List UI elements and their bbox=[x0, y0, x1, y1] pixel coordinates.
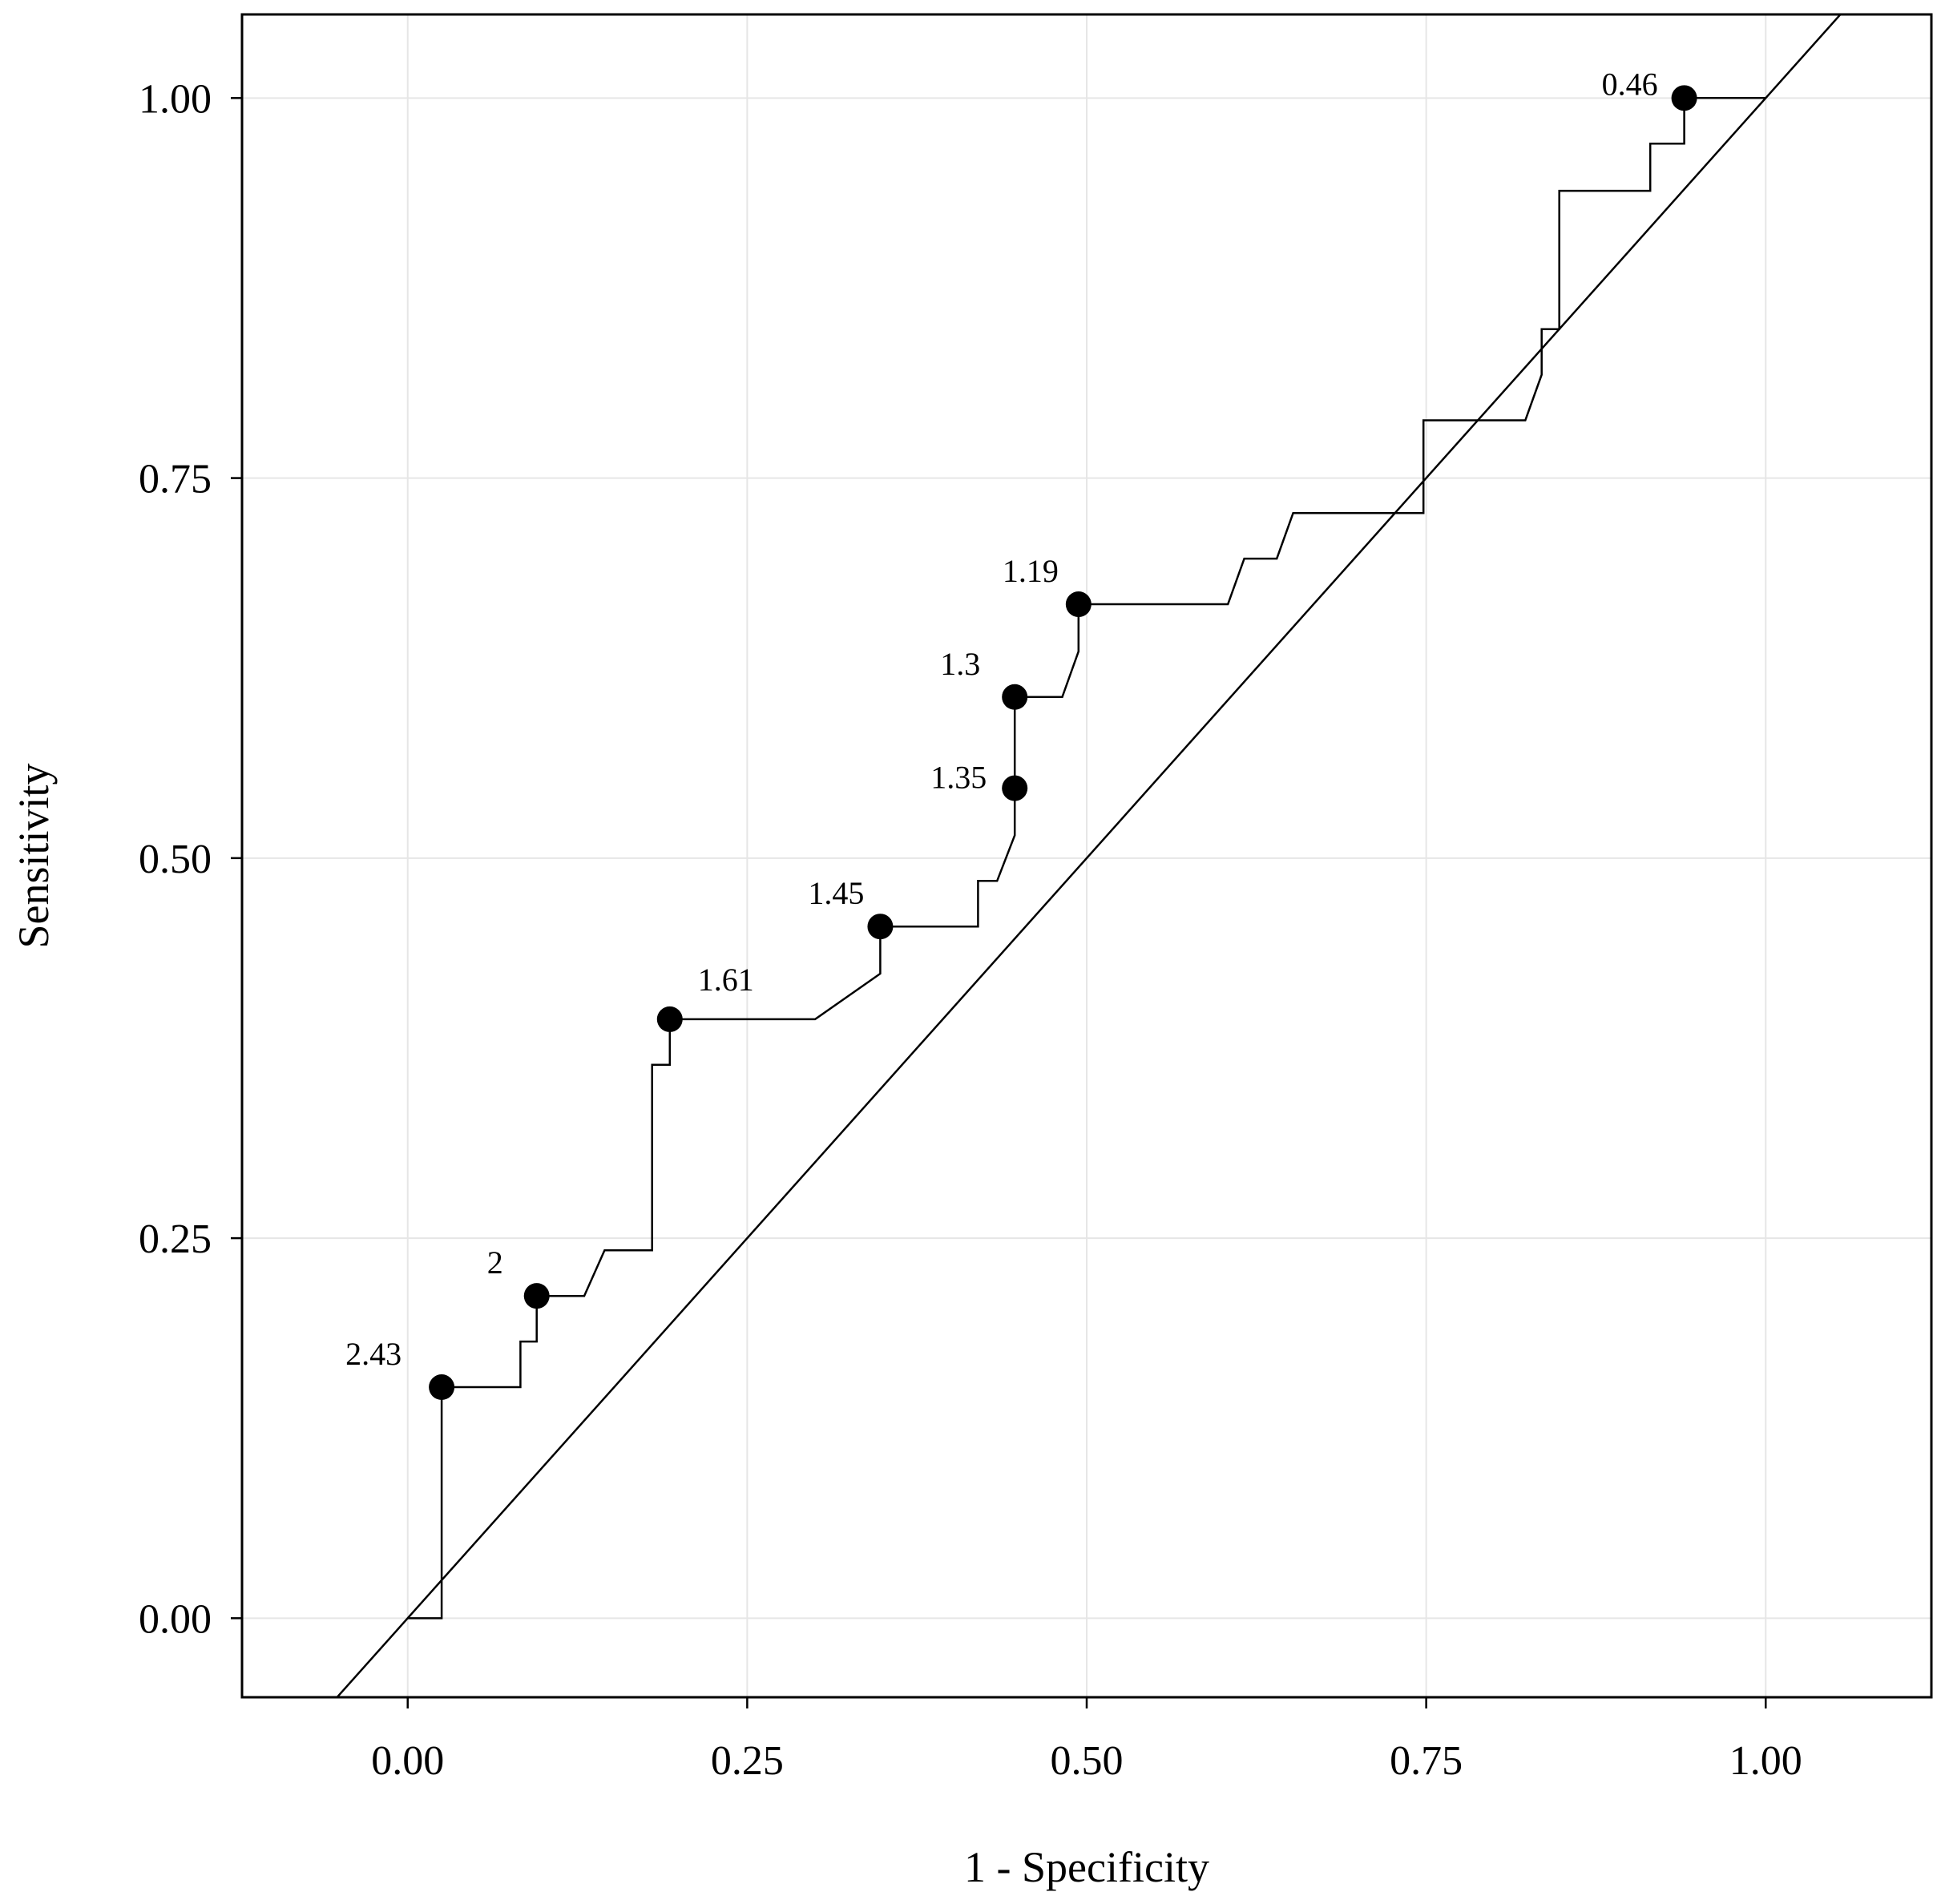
cutoff-points bbox=[429, 85, 1697, 1401]
roc-curve-line bbox=[407, 97, 1766, 1620]
cutoff-point-4 bbox=[1002, 775, 1028, 801]
cutoff-label-4: 1.35 bbox=[930, 760, 987, 796]
x-tick-label-0: 0.00 bbox=[371, 1738, 444, 1784]
y-tick-label-1: 0.25 bbox=[139, 1216, 212, 1262]
cutoff-point-3 bbox=[867, 914, 894, 940]
cutoff-label-1: 2 bbox=[487, 1244, 503, 1281]
cutoff-label-3: 1.45 bbox=[808, 875, 864, 911]
x-tick-label-2: 0.50 bbox=[1051, 1738, 1124, 1784]
x-axis-title: 1 - Specificity bbox=[964, 1843, 1209, 1891]
cutoff-point-2 bbox=[656, 1006, 683, 1032]
y-tick-label-2: 0.50 bbox=[139, 837, 212, 882]
y-tick-label-0: 0.00 bbox=[139, 1596, 212, 1642]
cutoff-label-5: 1.3 bbox=[940, 646, 980, 682]
cutoff-point-6 bbox=[1065, 591, 1092, 618]
y-axis-title: Sensitivity bbox=[10, 763, 58, 948]
cutoff-point-7 bbox=[1671, 85, 1697, 111]
y-tick-label-4: 1.00 bbox=[139, 76, 212, 122]
cutoff-point-5 bbox=[1002, 684, 1028, 710]
cutoff-label-0: 2.43 bbox=[345, 1336, 402, 1372]
cutoff-label-2: 1.61 bbox=[698, 962, 754, 998]
grid bbox=[242, 14, 1931, 1697]
y-axis: 0.00 0.25 0.50 0.75 1.00 bbox=[139, 76, 242, 1642]
x-tick-label-4: 1.00 bbox=[1729, 1738, 1802, 1784]
reference-line-group bbox=[335, 14, 1842, 1697]
cutoff-point-0 bbox=[429, 1374, 455, 1401]
x-tick-label-3: 0.75 bbox=[1390, 1738, 1463, 1784]
x-tick-label-1: 0.25 bbox=[711, 1738, 784, 1784]
x-axis: 0.00 0.25 0.50 0.75 1.00 bbox=[371, 1697, 1802, 1784]
cutoff-point-1 bbox=[523, 1283, 550, 1309]
cutoff-label-6: 1.19 bbox=[1003, 553, 1059, 589]
y-tick-label-3: 0.75 bbox=[139, 457, 212, 502]
roc-curve-group bbox=[407, 97, 1766, 1620]
cutoff-label-7: 0.46 bbox=[1602, 66, 1658, 102]
reference-diagonal-line bbox=[335, 14, 1842, 1697]
cutoff-labels: 2.43 2 1.61 1.45 1.35 1.3 1.19 0.46 bbox=[345, 66, 1657, 1372]
